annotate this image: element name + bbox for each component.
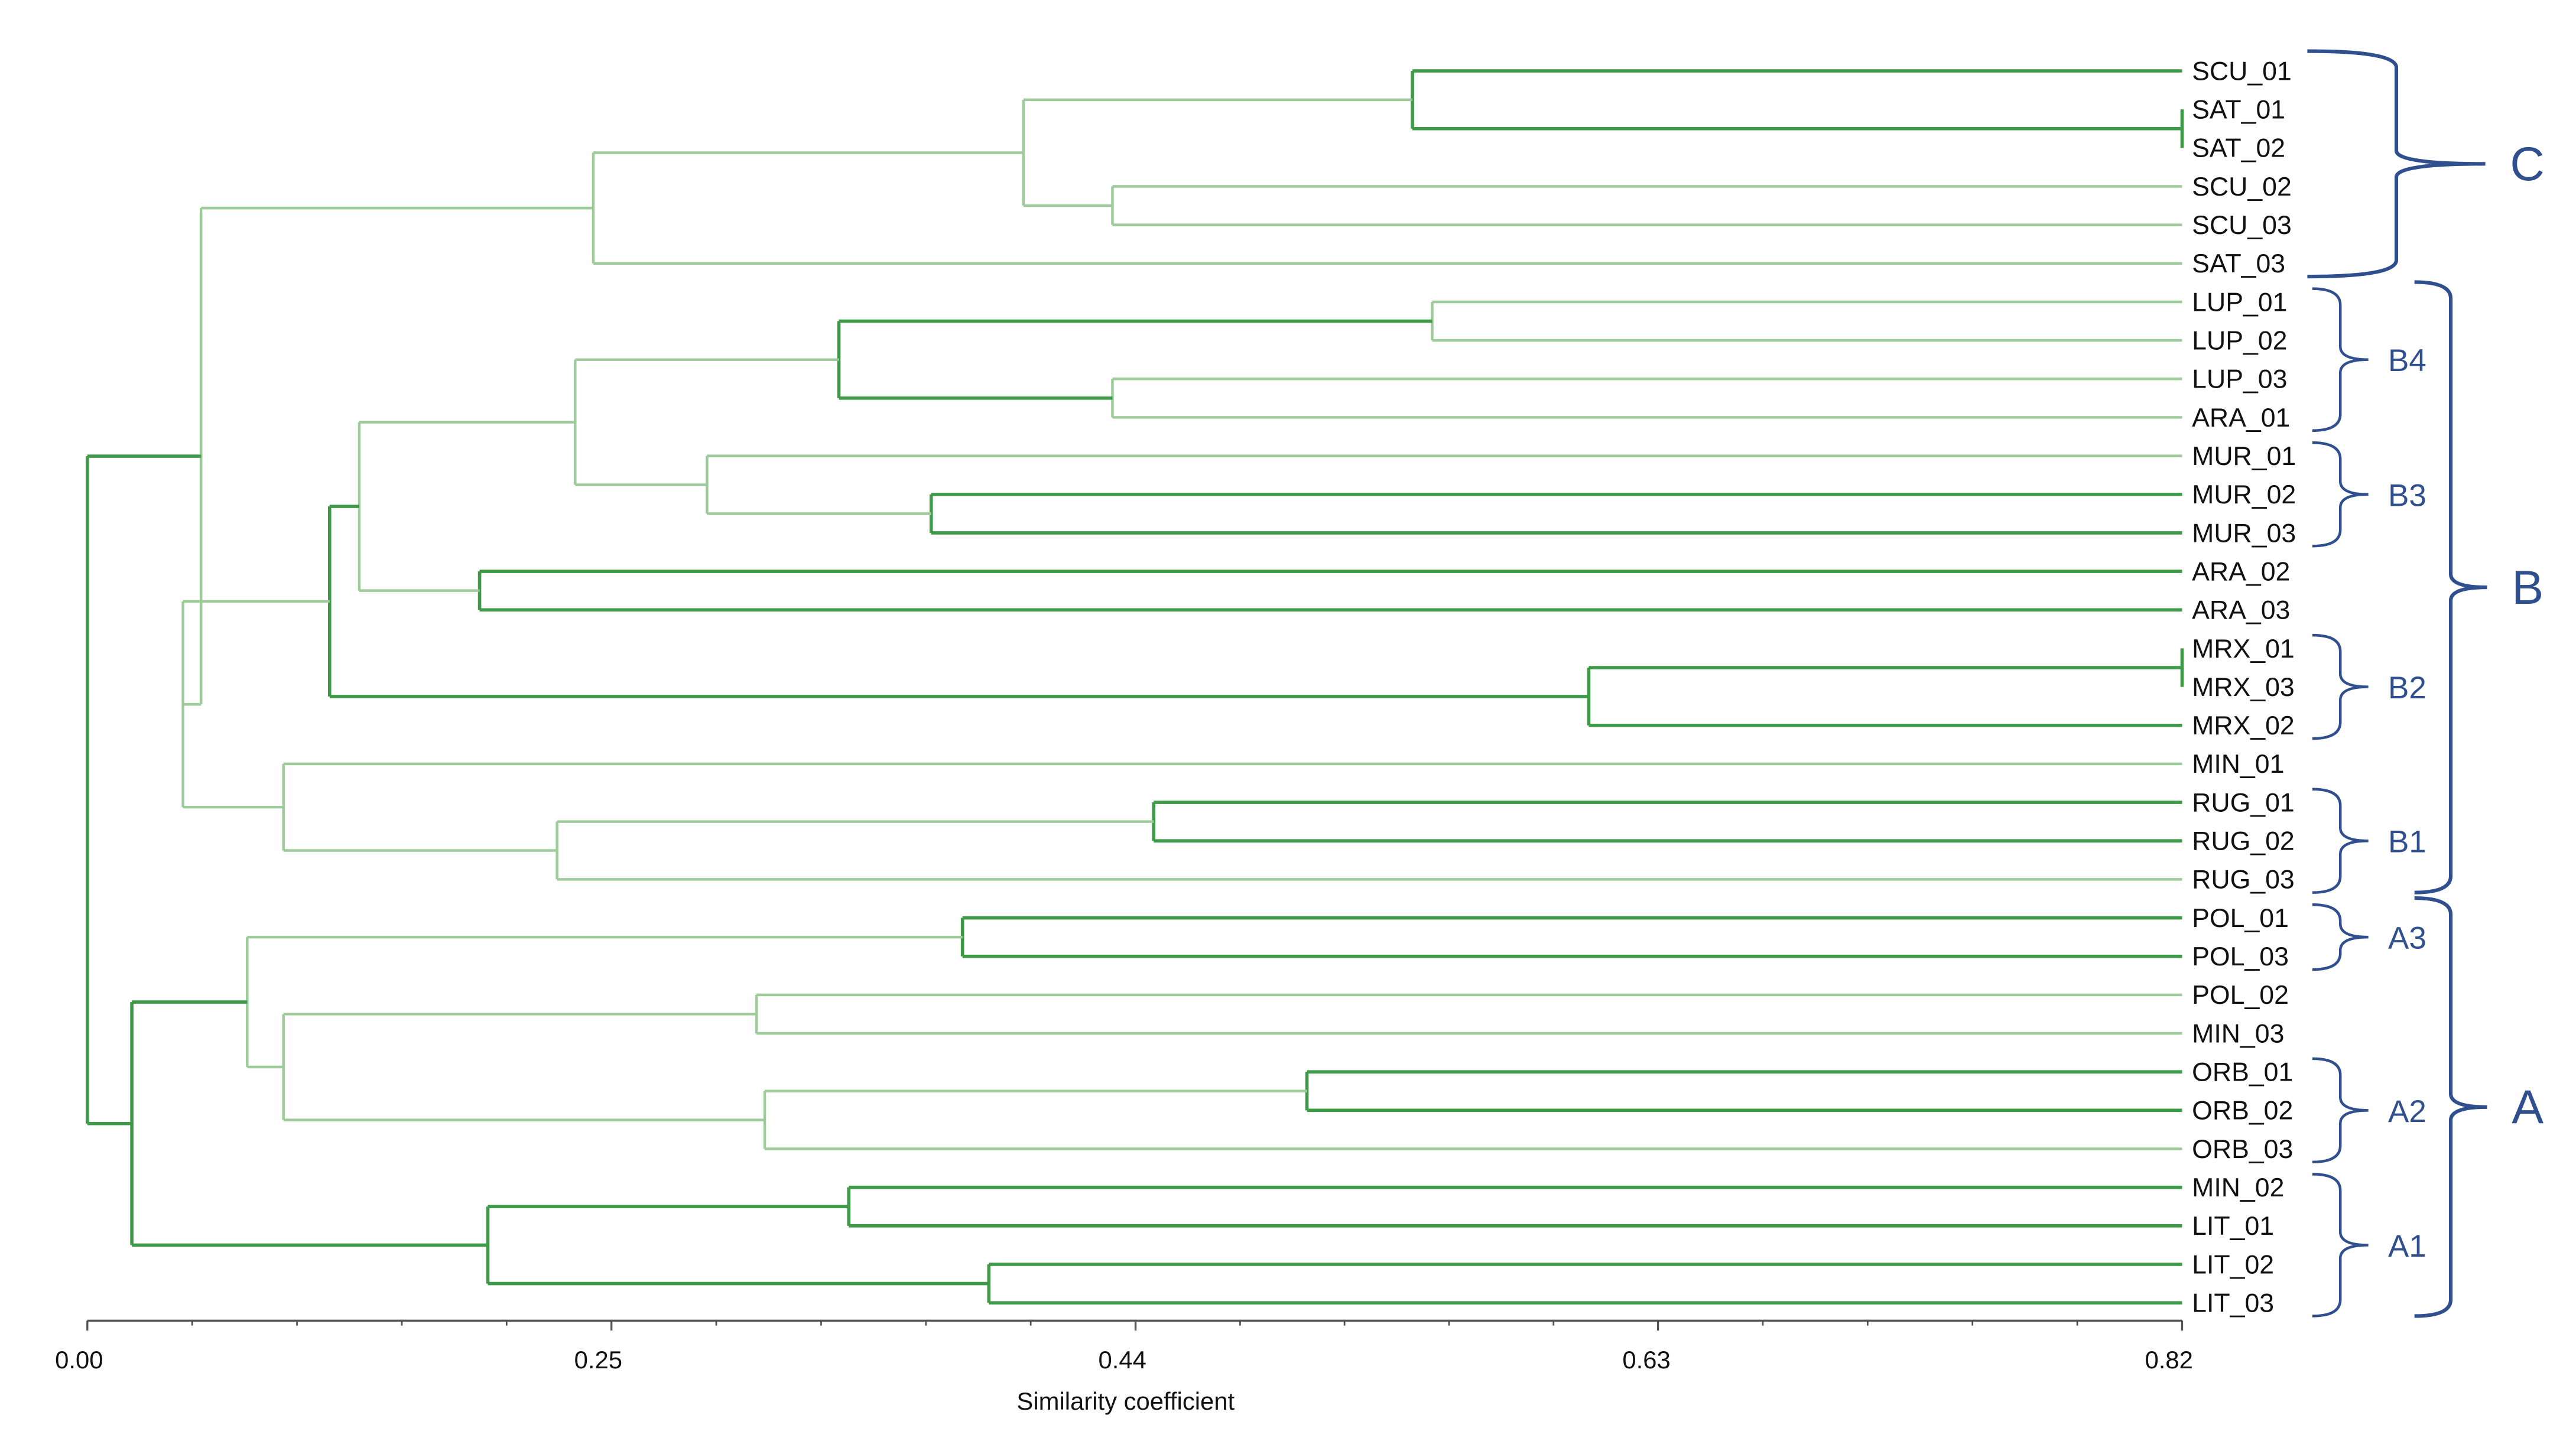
- leaf-label-mrx-01: MRX_01: [2192, 635, 2295, 663]
- leaf-label-lup-01: LUP_01: [2192, 288, 2287, 317]
- bracket-b1: [2312, 788, 2369, 894]
- leaf-label-sat-02: SAT_02: [2192, 134, 2285, 163]
- group-label-a2: A2: [2388, 1094, 2426, 1129]
- leaf-label-sat-03: SAT_03: [2192, 249, 2285, 278]
- group-label-b1: B1: [2388, 825, 2426, 860]
- leaf-label-ara-01: ARA_01: [2192, 404, 2290, 432]
- leaf-labels: SCU_01 SAT_01 SAT_02 SCU_02 SCU_03 SAT_03 LUP_…: [2192, 57, 2296, 1318]
- leaf-label-min-01: MIN_01: [2192, 750, 2284, 779]
- x-tick-label-1: 0.25: [574, 1346, 622, 1374]
- leaf-label-mrx-02: MRX_02: [2192, 711, 2295, 740]
- leaf-label-orb-03: ORB_03: [2192, 1135, 2293, 1164]
- bracket-a2: [2312, 1057, 2369, 1164]
- leaf-label-scu-02: SCU_02: [2192, 173, 2292, 201]
- leaf-label-pol-01: POL_01: [2192, 904, 2289, 933]
- bracket-b2: [2312, 633, 2369, 740]
- group-label-a: A: [2512, 1081, 2543, 1134]
- leaf-label-mur-01: MUR_01: [2192, 442, 2296, 471]
- bracket-a1: [2312, 1173, 2369, 1318]
- leaf-label-min-03: MIN_03: [2192, 1019, 2284, 1048]
- bracket-b3: [2312, 441, 2369, 548]
- x-tick-label-4: 0.82: [2145, 1346, 2192, 1374]
- leaf-label-mur-03: MUR_03: [2192, 519, 2296, 548]
- leaf-label-scu-03: SCU_03: [2192, 211, 2292, 240]
- leaf-label-orb-02: ORB_02: [2192, 1097, 2293, 1126]
- group-label-a3: A3: [2388, 921, 2426, 956]
- leaf-label-lit-03: LIT_03: [2192, 1289, 2274, 1318]
- leaf-label-lup-03: LUP_03: [2192, 365, 2287, 394]
- x-axis-title: Similarity coefficient: [1016, 1387, 1235, 1415]
- group-label-b4: B4: [2388, 343, 2426, 378]
- group-label-b3: B3: [2388, 478, 2426, 513]
- leaf-label-mur-02: MUR_02: [2192, 480, 2296, 509]
- x-tick-label-2: 0.44: [1099, 1346, 1146, 1374]
- leaf-label-rug-02: RUG_02: [2192, 827, 2295, 856]
- leaf-label-lit-01: LIT_01: [2192, 1212, 2274, 1241]
- group-label-a1: A1: [2388, 1229, 2426, 1264]
- leaf-label-min-02: MIN_02: [2192, 1173, 2284, 1202]
- group-label-b2: B2: [2388, 671, 2426, 705]
- leaf-label-rug-03: RUG_03: [2192, 866, 2295, 894]
- leaf-label-lit-02: LIT_02: [2192, 1250, 2274, 1279]
- leaf-label-pol-03: POL_03: [2192, 942, 2289, 971]
- leaf-label-pol-02: POL_02: [2192, 981, 2289, 1010]
- x-axis-ticks: [86, 1320, 2184, 1331]
- x-tick-label-0: 0.00: [55, 1346, 103, 1374]
- leaf-label-ara-03: ARA_03: [2192, 596, 2290, 625]
- leaf-label-sat-01: SAT_01: [2192, 95, 2285, 124]
- group-brackets: B4 B3 B2 B1 A3 A2 A1 C B A: [2307, 49, 2545, 1318]
- group-label-c: C: [2510, 138, 2544, 191]
- group-label-b: B: [2512, 561, 2543, 614]
- leaf-label-lup-02: LUP_02: [2192, 326, 2287, 355]
- bracket-b4: [2312, 287, 2369, 432]
- leaf-label-rug-01: RUG_01: [2192, 788, 2295, 817]
- bracket-c: [2307, 49, 2486, 279]
- dendrogram-branches: [86, 69, 2184, 1305]
- x-tick-label-3: 0.63: [1622, 1346, 1670, 1374]
- x-axis: 0.00 0.25 0.44 0.63 0.82 Similarity coef…: [55, 1319, 2193, 1415]
- bracket-a3: [2312, 903, 2369, 971]
- leaf-label-mrx-03: MRX_03: [2192, 673, 2295, 702]
- leaf-label-scu-01: SCU_01: [2192, 57, 2292, 86]
- leaf-label-orb-01: ORB_01: [2192, 1058, 2293, 1087]
- leaf-label-ara-02: ARA_02: [2192, 557, 2290, 586]
